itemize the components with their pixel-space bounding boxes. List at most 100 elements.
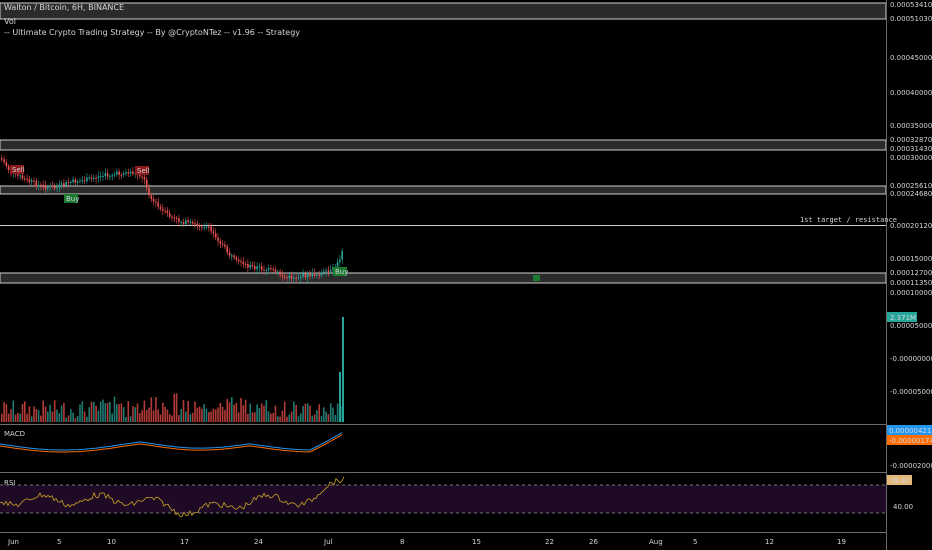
candle [35, 178, 38, 190]
volume-bar [166, 409, 169, 422]
time-axis[interactable]: Jun 5 10 17 24 Jul 8 15 22 26 Aug 5 12 1… [7, 538, 846, 546]
candle [235, 255, 238, 263]
candle [76, 179, 79, 187]
svg-text:10: 10 [107, 538, 116, 546]
candle [72, 176, 74, 185]
volume-bar [113, 396, 116, 422]
candle [104, 168, 107, 180]
volume-bar [251, 412, 254, 422]
volume-bar [83, 411, 86, 422]
svg-text:19: 19 [837, 538, 846, 546]
volume-bar [17, 412, 19, 422]
svg-text:15: 15 [472, 538, 481, 546]
chart-symbol-title[interactable]: Walton / Bitcoin, 6H, BINANCE [4, 3, 125, 12]
volume-bar [164, 406, 166, 422]
svg-text:0.00053410: 0.00053410 [890, 1, 932, 9]
candle [79, 177, 81, 184]
svg-text:26: 26 [589, 538, 598, 546]
svg-text:Aug: Aug [649, 538, 663, 546]
volume-bar [323, 407, 325, 422]
candle [145, 176, 148, 192]
volume-bar [210, 411, 212, 422]
svg-text:5: 5 [693, 538, 697, 546]
volume-bar [270, 413, 272, 422]
candle [274, 266, 277, 275]
volume-bar [120, 403, 123, 422]
volume-bar [237, 412, 240, 422]
price-axis[interactable]: 0.00053410 0.00051030 0.00045000 0.00040… [890, 1, 932, 396]
volume-bar [162, 402, 164, 422]
volume-bar [7, 413, 10, 422]
candle [327, 266, 330, 277]
volume-bar [88, 407, 90, 422]
signal-sell-1[interactable]: Sell [10, 165, 25, 174]
volume-bar [143, 400, 146, 422]
volume-bar [150, 397, 153, 422]
candle [40, 182, 42, 191]
candle [99, 171, 102, 182]
volume-bars [1, 317, 344, 422]
candle [208, 223, 210, 232]
candle [288, 271, 291, 282]
candle [127, 168, 130, 178]
volume-bar [136, 403, 139, 422]
candle [320, 269, 323, 278]
candle [219, 238, 222, 249]
volume-bar [332, 407, 334, 422]
candle [106, 168, 109, 180]
volume-bar [265, 400, 268, 422]
candle [95, 174, 97, 184]
candle [233, 253, 235, 261]
svg-text:0.00010000: 0.00010000 [890, 289, 932, 297]
volume-bar [76, 416, 79, 422]
candle [97, 171, 100, 183]
volume-bar [145, 409, 148, 422]
signal-buy-1[interactable]: Buy [64, 194, 79, 203]
svg-text:17: 17 [180, 538, 189, 546]
volume-bar [93, 401, 95, 422]
signal-buy-2[interactable]: Buy [333, 267, 348, 276]
volume-bar [182, 400, 185, 422]
candle [224, 241, 226, 250]
volume-bar [79, 404, 81, 422]
volume-bar [141, 410, 143, 422]
candle [166, 207, 169, 217]
candle [277, 269, 279, 276]
volume-bar [226, 399, 228, 422]
volume-bar [60, 405, 63, 422]
candle [205, 222, 208, 230]
candle [30, 177, 33, 186]
volume-bar [304, 403, 307, 422]
candle [203, 223, 205, 231]
candle [258, 263, 261, 272]
volume-bar [196, 407, 199, 422]
volume-bar [191, 412, 194, 422]
candle [164, 207, 166, 215]
candle [272, 266, 274, 273]
candle [263, 265, 265, 276]
volume-bar [109, 401, 111, 422]
volume-indicator-label[interactable]: Vol [4, 17, 16, 26]
volume-bar [74, 417, 77, 422]
volume-bar [118, 404, 120, 422]
volume-bar [70, 409, 72, 422]
strategy-indicator-label[interactable]: -- Ultimate Crypto Trading Strategy -- B… [4, 28, 301, 37]
zone-top [0, 2, 887, 20]
svg-text:8: 8 [400, 538, 404, 546]
candle [212, 227, 215, 238]
svg-text:Jun: Jun [7, 538, 19, 546]
svg-text:2.371M: 2.371M [890, 314, 916, 322]
candle [196, 220, 199, 230]
macd-signal-line [0, 434, 343, 453]
target-label: 1st target / resistance [800, 216, 897, 224]
candle [178, 214, 180, 227]
signal-sell-2[interactable]: Sell [135, 166, 150, 175]
macd-signal-badge: -0.00000174 [887, 435, 932, 445]
volume-bar [19, 413, 21, 422]
volume-bar [180, 408, 182, 422]
candle [198, 222, 201, 231]
candle [118, 168, 120, 180]
rsi-badge: 76.87 [887, 475, 912, 485]
candle [329, 265, 332, 275]
